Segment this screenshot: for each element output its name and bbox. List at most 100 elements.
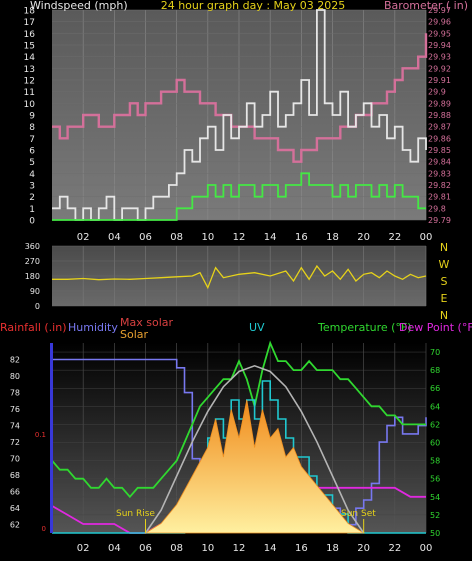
windspeed-tick-label: 1 (29, 205, 35, 215)
sun-rise-label: Sun Rise (116, 509, 155, 519)
temperature-tick-label: 60 (430, 439, 440, 448)
barometer-tick-label: 29.87 (428, 123, 451, 132)
windspeed-tick-label: 7 (29, 135, 35, 145)
windspeed-tick-label: 8 (29, 123, 35, 133)
rain-axis-bar (50, 343, 53, 533)
barometer-tick-label: 29.88 (428, 111, 451, 120)
barometer-tick-label: 29.89 (428, 99, 451, 108)
x-tick-label: 00 (420, 543, 433, 554)
barometer-tick-label: 29.92 (428, 64, 451, 73)
x-tick-label: 02 (77, 232, 90, 243)
barometer-tick-label: 29.93 (428, 53, 451, 62)
x-tick-label: 10 (201, 543, 214, 554)
humidity-tick-label: 76 (10, 405, 20, 414)
x-tick-label: 14 (264, 543, 277, 554)
temperature-label: Temperature (°F) (317, 321, 412, 334)
x-tick-label: 04 (108, 232, 121, 243)
solar-label: Solar (120, 328, 149, 341)
direction-tick-label: 90 (30, 287, 40, 296)
rain-hum-solar-x-axis: 02 04 06 08 10 12 14 16 18 20 22 00 (77, 543, 433, 554)
windspeed-tick-label: 0 (29, 217, 35, 227)
windspeed-axis-label: Windspeed (mph) (30, 0, 128, 12)
temperature-tick-label: 50 (430, 529, 440, 538)
temperature-line (51, 340, 426, 499)
rain-tick-label: 0 (42, 525, 46, 533)
windspeed-tick-label: 13 (24, 65, 35, 75)
windspeed-tick-label: 2 (29, 193, 35, 203)
barometer-axis: 29.79 29.8 29.81 29.82 29.83 29.84 29.85 29.86 2… (428, 6, 451, 225)
wind-direction-line (52, 264, 427, 290)
wind-direction-axis: 360 270 180 90 0 (25, 242, 40, 311)
temperature-tick-label: 58 (430, 457, 440, 466)
x-tick-label: 04 (108, 543, 121, 554)
x-tick-label: 22 (388, 543, 401, 554)
x-tick-label: 16 (295, 232, 308, 243)
sun-set-label: Sun Set (341, 509, 376, 519)
windspeed-tick-label: 10 (24, 100, 36, 110)
windspeed-tick-label: 9 (29, 112, 35, 122)
rainfall-label: Rainfall (.in) (0, 321, 67, 334)
barometer-tick-label: 29.97 (428, 6, 451, 15)
windspeed-tick-label: 14 (24, 53, 36, 63)
barometer-axis-label: Barometer ( in) (384, 0, 468, 12)
x-tick-label: 22 (388, 232, 401, 243)
barometer-tick-label: 29.94 (428, 41, 451, 50)
chart-title: 24 hour graph day : May 03 2025 (161, 0, 346, 12)
temperature-tick-label: 70 (430, 348, 440, 357)
humidity-label: Humidity (68, 321, 118, 334)
humidity-axis: 62 64 66 68 70 72 74 76 78 80 82 (10, 356, 20, 530)
x-tick-label: 06 (139, 232, 152, 243)
max-solar-label: Max solar (120, 316, 173, 329)
wind-direction-grid (52, 245, 427, 307)
barometer-tick-label: 29.8 (428, 204, 446, 213)
humidity-tick-label: 64 (10, 504, 20, 513)
x-tick-label: 20 (357, 543, 370, 554)
windspeed-line (52, 172, 426, 221)
rain-hum-solar-series (50, 340, 427, 534)
temperature-axis: 50 52 54 56 58 60 62 64 66 68 70 (430, 348, 440, 538)
windspeed-tick-label: 4 (29, 170, 35, 180)
humidity-tick-label: 74 (10, 422, 20, 431)
temperature-tick-label: 64 (430, 402, 440, 411)
temperature-tick-label: 62 (430, 420, 440, 429)
rainfall-axis: 0.10 (35, 431, 46, 533)
humidity-tick-label: 66 (10, 488, 20, 497)
humidity-tick-label: 80 (10, 372, 20, 381)
direction-tick-label: 0 (35, 302, 40, 311)
compass-label: N (440, 241, 448, 254)
temperature-tick-label: 56 (430, 475, 440, 484)
x-tick-label: 20 (357, 232, 370, 243)
x-tick-label: 08 (170, 232, 183, 243)
x-tick-label: 00 (420, 232, 433, 243)
barometer-tick-label: 29.91 (428, 76, 451, 85)
temperature-tick-label: 54 (430, 493, 440, 502)
temperature-tick-label: 66 (430, 384, 440, 393)
windspeed-tick-label: 12 (24, 77, 35, 87)
windspeed-tick-label: 15 (24, 42, 35, 52)
x-tick-label: 18 (326, 232, 339, 243)
barometer-tick-label: 29.85 (428, 146, 451, 155)
x-tick-label: 02 (77, 543, 90, 554)
barometer-tick-label: 29.84 (428, 158, 451, 167)
windspeed-tick-label: 11 (24, 88, 35, 98)
dew-point-label: Dew Point (°F) (399, 321, 472, 334)
humidity-tick-label: 68 (10, 471, 20, 480)
compass-label: S (441, 275, 448, 288)
humidity-tick-label: 70 (10, 455, 20, 464)
barometer-tick-label: 29.82 (428, 181, 451, 190)
windspeed-tick-label: 16 (24, 30, 36, 40)
x-tick-label: 12 (233, 543, 246, 554)
windspeed-tick-label: 17 (24, 18, 35, 28)
x-tick-label: 14 (264, 232, 277, 243)
barometer-tick-label: 29.95 (428, 29, 451, 38)
temperature-tick-label: 52 (430, 511, 440, 520)
barometer-tick-label: 29.9 (428, 88, 446, 97)
temperature-tick-label: 68 (430, 366, 440, 375)
windspeed-tick-label: 3 (29, 182, 35, 192)
wind-direction-series (52, 264, 427, 290)
humidity-tick-label: 78 (10, 389, 20, 398)
windspeed-tick-label: 5 (29, 158, 35, 168)
barometer-tick-label: 29.86 (428, 134, 451, 143)
x-tick-label: 08 (170, 543, 183, 554)
x-tick-label: 12 (233, 232, 246, 243)
